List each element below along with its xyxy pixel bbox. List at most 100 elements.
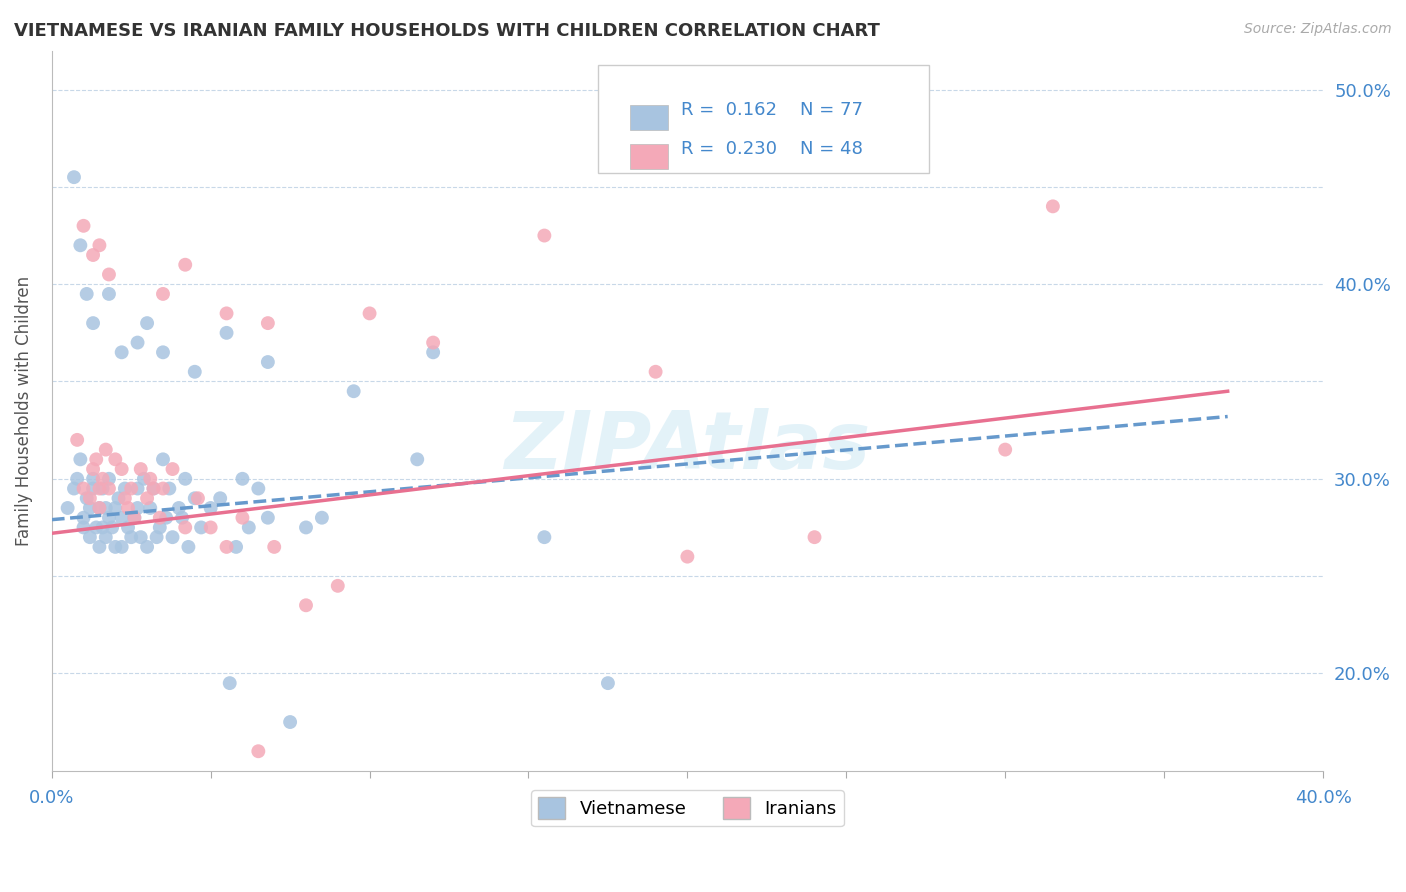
Point — [142, 482, 165, 496]
Point — [89, 482, 111, 496]
Point — [69, 238, 91, 252]
Point — [89, 540, 111, 554]
Point — [97, 510, 120, 524]
Point — [139, 500, 162, 515]
Point — [149, 510, 172, 524]
Point — [218, 676, 240, 690]
Point — [69, 452, 91, 467]
Point — [142, 482, 165, 496]
Point — [225, 540, 247, 554]
Point — [257, 355, 280, 369]
Point — [82, 482, 104, 496]
Point — [79, 500, 101, 515]
Point — [107, 491, 129, 506]
Point — [136, 491, 159, 506]
Point — [127, 500, 149, 515]
Point — [406, 452, 429, 467]
Point — [422, 335, 444, 350]
Point — [111, 345, 134, 359]
Text: R =  0.162    N = 77: R = 0.162 N = 77 — [681, 101, 863, 119]
Point — [111, 462, 134, 476]
Point — [79, 491, 101, 506]
Point — [82, 248, 104, 262]
Point — [676, 549, 699, 564]
Point — [215, 306, 238, 320]
Point — [91, 482, 114, 496]
Point — [1042, 199, 1064, 213]
Point — [247, 482, 270, 496]
Point — [247, 744, 270, 758]
Point — [129, 462, 152, 476]
Point — [422, 345, 444, 359]
Point — [101, 520, 124, 534]
Point — [803, 530, 825, 544]
Point — [149, 520, 172, 534]
Point — [104, 540, 127, 554]
Point — [174, 520, 197, 534]
Text: R =  0.230    N = 48: R = 0.230 N = 48 — [681, 140, 863, 158]
Point — [136, 316, 159, 330]
Text: Source: ZipAtlas.com: Source: ZipAtlas.com — [1244, 22, 1392, 37]
Point — [84, 452, 107, 467]
Point — [177, 540, 200, 554]
Point — [117, 500, 139, 515]
Point — [132, 472, 155, 486]
Point — [76, 287, 98, 301]
Point — [91, 472, 114, 486]
Point — [311, 510, 333, 524]
Point — [91, 520, 114, 534]
Point — [63, 482, 86, 496]
Point — [82, 472, 104, 486]
Point — [76, 491, 98, 506]
Point — [97, 268, 120, 282]
Point — [72, 510, 94, 524]
Point — [124, 510, 146, 524]
Point — [162, 530, 184, 544]
Point — [120, 530, 142, 544]
Point — [97, 472, 120, 486]
Point — [167, 500, 190, 515]
Point — [89, 500, 111, 515]
Y-axis label: Family Households with Children: Family Households with Children — [15, 276, 32, 546]
Point — [295, 520, 318, 534]
Point — [215, 540, 238, 554]
Point — [209, 491, 232, 506]
Text: ZIPAtlas: ZIPAtlas — [505, 408, 870, 485]
Point — [162, 462, 184, 476]
Point — [200, 500, 222, 515]
Point — [157, 482, 180, 496]
Point — [170, 510, 193, 524]
Point — [94, 500, 117, 515]
Legend: Vietnamese, Iranians: Vietnamese, Iranians — [531, 790, 844, 827]
Point — [343, 384, 366, 399]
Point — [127, 482, 149, 496]
Point — [66, 433, 89, 447]
Point — [359, 306, 381, 320]
Point — [184, 491, 207, 506]
Point — [89, 500, 111, 515]
Point — [89, 238, 111, 252]
Point — [114, 491, 136, 506]
Point — [238, 520, 260, 534]
Point — [231, 510, 253, 524]
Point — [117, 520, 139, 534]
Point — [84, 520, 107, 534]
Point — [72, 482, 94, 496]
Text: VIETNAMESE VS IRANIAN FAMILY HOUSEHOLDS WITH CHILDREN CORRELATION CHART: VIETNAMESE VS IRANIAN FAMILY HOUSEHOLDS … — [14, 22, 880, 40]
Point — [94, 530, 117, 544]
Point — [200, 520, 222, 534]
Point — [184, 365, 207, 379]
Point — [174, 258, 197, 272]
Point — [129, 530, 152, 544]
Point — [127, 335, 149, 350]
Point — [79, 530, 101, 544]
Point — [114, 482, 136, 496]
Point — [56, 500, 79, 515]
Point — [63, 170, 86, 185]
Point — [104, 452, 127, 467]
Point — [72, 520, 94, 534]
Point — [145, 530, 167, 544]
Point — [155, 510, 177, 524]
Point — [190, 520, 212, 534]
Point — [82, 462, 104, 476]
